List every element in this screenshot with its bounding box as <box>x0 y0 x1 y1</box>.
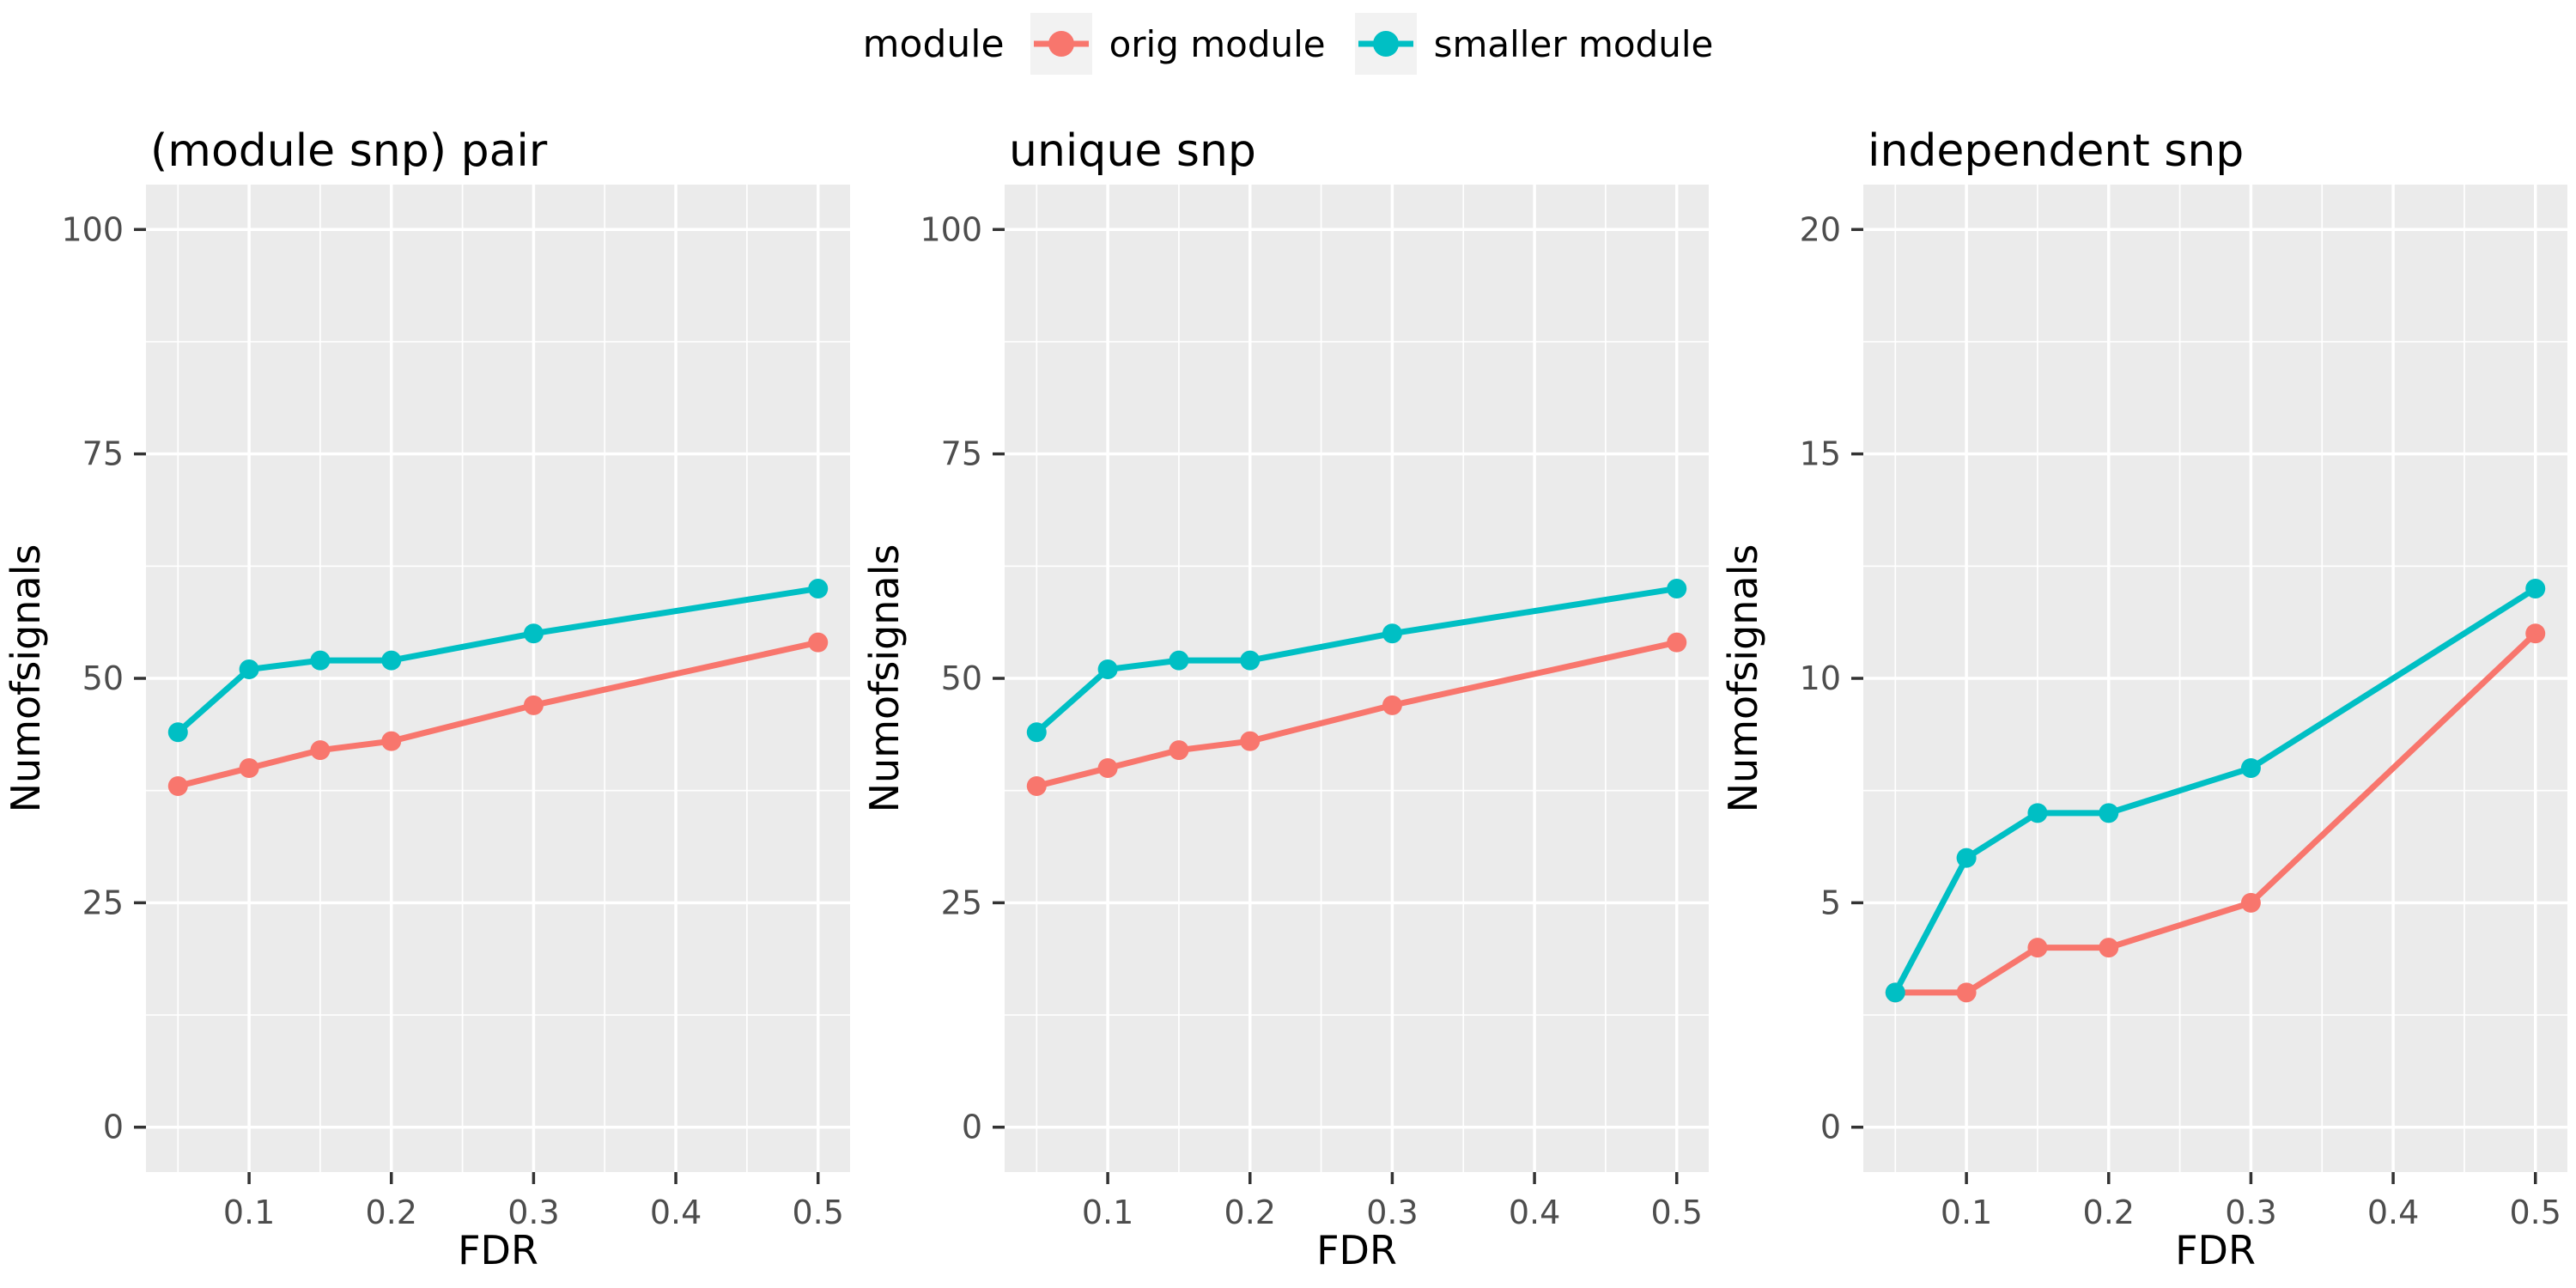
x-tick-label: 0.3 <box>1366 1194 1418 1231</box>
y-tick-label: 75 <box>82 435 124 473</box>
panel-1-chart: 0.1 0.2 0.3 0.4 0.5 0 25 50 75 100 (module snp) pa… <box>3 125 850 1273</box>
y-tick-label: 75 <box>941 435 982 473</box>
y-axis-title: Numofsignals <box>861 544 908 813</box>
legend-item-label: orig module <box>1109 22 1326 65</box>
x-tick-label: 0.3 <box>507 1194 559 1231</box>
x-axis-title: FDR <box>2175 1227 2256 1273</box>
panel-3: 0.1 0.2 0.3 0.4 0.5 0 5 10 15 20 independent snp FD… <box>1717 0 2576 1288</box>
x-axis-title: FDR <box>1316 1227 1397 1273</box>
y-tick-label: 0 <box>1820 1109 1841 1146</box>
x-tick-label: 0.5 <box>2510 1194 2561 1231</box>
data-point-orig-module <box>523 695 544 715</box>
data-point-smaller-module <box>2027 803 2048 823</box>
data-point-orig-module <box>1382 695 1402 715</box>
data-point-orig-module <box>2525 623 2546 644</box>
data-point-orig-module <box>239 758 259 779</box>
data-point-smaller-module <box>523 623 544 644</box>
data-point-orig-module <box>1667 632 1687 653</box>
x-tick-label: 0.4 <box>1509 1194 1560 1231</box>
data-point-smaller-module <box>167 722 188 743</box>
y-axis-title: Numofsignals <box>1720 544 1766 813</box>
data-point-orig-module <box>2099 938 2119 958</box>
legend-item-smaller-module: smaller module <box>1354 13 1714 75</box>
series-line-smaller-module <box>174 585 822 736</box>
y-tick-label: 0 <box>103 1109 124 1146</box>
data-point-smaller-module <box>1667 578 1687 598</box>
y-tick-label: 15 <box>1800 435 1841 473</box>
data-point-orig-module <box>808 632 829 653</box>
y-tick-label: 0 <box>962 1109 982 1146</box>
y-tick-label: 10 <box>1800 659 1841 697</box>
data-point-orig-module <box>1169 740 1189 761</box>
legend-key-point <box>1048 31 1074 57</box>
legend-title: module <box>862 21 1005 66</box>
panel-title: unique snp <box>1009 125 1256 177</box>
data-point-orig-module <box>1097 758 1118 779</box>
data-point-smaller-module <box>1169 650 1189 671</box>
panel-2: 0.1 0.2 0.3 0.4 0.5 0 25 50 75 100 unique snp FDR Nu… <box>859 0 1717 1288</box>
legend-key-point <box>1372 31 1399 57</box>
panel-1: 0.1 0.2 0.3 0.4 0.5 0 25 50 75 100 (module snp) pa… <box>0 0 859 1288</box>
x-tick-label: 0.1 <box>1082 1194 1133 1231</box>
legend-key-orig-module-icon <box>1030 13 1092 75</box>
data-point-smaller-module <box>2099 803 2119 823</box>
legend-items: orig module smaller module <box>1030 13 1714 75</box>
panel-3-chart: 0.1 0.2 0.3 0.4 0.5 0 5 10 15 20 independent snp FD… <box>1720 125 2567 1273</box>
data-point-orig-module <box>2240 892 2261 913</box>
x-tick-label: 0.5 <box>1651 1194 1703 1231</box>
series-line-smaller-module <box>1892 585 2539 996</box>
panel-title: independent snp <box>1868 125 2244 177</box>
data-point-smaller-module <box>1026 722 1047 743</box>
data-point-smaller-module <box>808 578 829 598</box>
panel-title: (module snp) pair <box>150 125 548 177</box>
data-point-smaller-module <box>239 659 259 680</box>
data-point-smaller-module <box>2240 758 2261 779</box>
legend-item-orig-module: orig module <box>1030 13 1326 75</box>
data-point-smaller-module <box>310 650 331 671</box>
data-point-orig-module <box>1240 731 1261 751</box>
data-point-smaller-module <box>2525 578 2546 598</box>
y-tick-label: 100 <box>61 210 124 248</box>
x-tick-label: 0.4 <box>2367 1194 2419 1231</box>
series-line-smaller-module <box>1033 585 1680 736</box>
x-tick-label: 0.4 <box>650 1194 702 1231</box>
data-point-smaller-module <box>1097 659 1118 680</box>
x-tick-label: 0.5 <box>793 1194 844 1231</box>
series-line-orig-module <box>174 639 822 789</box>
data-point-smaller-module <box>1956 848 1977 868</box>
series-line-orig-module <box>1033 639 1680 789</box>
data-point-smaller-module <box>1240 650 1261 671</box>
series-line-orig-module <box>1892 630 2539 996</box>
y-tick-label: 100 <box>920 210 982 248</box>
data-point-smaller-module <box>1885 982 1905 1003</box>
x-tick-label: 0.1 <box>1941 1194 1992 1231</box>
data-point-orig-module <box>2027 938 2048 958</box>
x-tick-label: 0.1 <box>223 1194 275 1231</box>
data-point-smaller-module <box>381 650 402 671</box>
x-axis-title: FDR <box>458 1227 538 1273</box>
y-tick-label: 20 <box>1800 210 1841 248</box>
data-point-orig-module <box>381 731 402 751</box>
data-point-orig-module <box>1956 982 1977 1003</box>
data-point-smaller-module <box>1382 623 1402 644</box>
data-point-orig-module <box>167 775 188 796</box>
y-tick-label: 5 <box>1820 884 1841 921</box>
y-tick-label: 25 <box>941 884 982 921</box>
panel-2-chart: 0.1 0.2 0.3 0.4 0.5 0 25 50 75 100 unique snp FDR Nu… <box>861 125 1709 1273</box>
legend: module orig module smaller module <box>0 7 2576 81</box>
data-point-orig-module <box>1026 775 1047 796</box>
legend-key-smaller-module-icon <box>1354 13 1417 75</box>
legend-item-label: smaller module <box>1433 22 1714 65</box>
y-axis-title: Numofsignals <box>3 544 49 813</box>
y-tick-label: 25 <box>82 884 124 921</box>
x-tick-label: 0.2 <box>2083 1194 2135 1231</box>
y-tick-label: 50 <box>82 659 124 697</box>
data-point-orig-module <box>310 740 331 761</box>
x-tick-label: 0.2 <box>1224 1194 1276 1231</box>
x-tick-label: 0.2 <box>366 1194 417 1231</box>
y-tick-label: 50 <box>941 659 982 697</box>
x-tick-label: 0.3 <box>2225 1194 2276 1231</box>
